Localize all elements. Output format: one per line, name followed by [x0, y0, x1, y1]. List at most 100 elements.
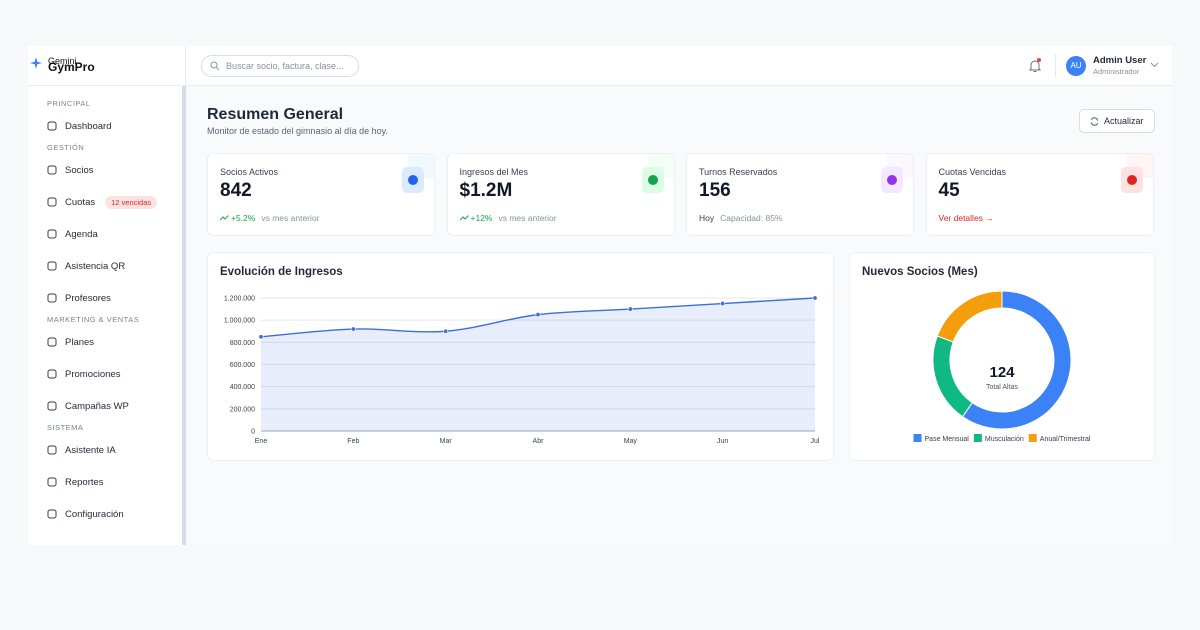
nav-icon: [47, 369, 57, 379]
nav-item[interactable]: Profesores: [47, 282, 182, 314]
kpi-card: Ingresos del Mes $1.2M +12% vs mes anterior: [446, 153, 675, 236]
icon-shape: [47, 401, 57, 411]
donut-segment: [961, 290, 1072, 430]
topbar: Gemini GymPro Buscar socio, factura, cla…: [28, 46, 1172, 86]
nav-item[interactable]: Agenda: [47, 218, 182, 250]
nav-icon: [47, 401, 57, 411]
brand[interactable]: Gemini GymPro: [28, 46, 186, 86]
icon-shape: [47, 509, 57, 519]
search-icon: [210, 61, 220, 71]
nav-icon: [47, 509, 57, 519]
point: [350, 326, 356, 332]
kpi-change: +12%: [470, 213, 493, 223]
kpi-footer: Ver detalles →: [939, 213, 994, 223]
nav-section-title: SISTEMA: [47, 423, 84, 432]
area: [261, 298, 815, 431]
kpi-label: Turnos Reservados: [699, 167, 778, 177]
y-tick-label: 600.000: [230, 362, 255, 369]
nav-item[interactable]: Promociones: [47, 358, 182, 390]
nav-item[interactable]: Cuotas 12 vencidas: [47, 186, 182, 218]
kpi-note: vs mes anterior: [261, 213, 320, 223]
kpi-icon: [402, 167, 424, 193]
members-card: Nuevos Socios (Mes) 124 Total Altas Pase M…: [849, 252, 1155, 461]
y-tick-label: 200.000: [230, 406, 255, 413]
nav-section-title: PRINCIPAL: [47, 99, 91, 108]
legend-label: Pase Mensual: [925, 436, 970, 443]
kpi-value: 156: [699, 180, 731, 201]
icon-shape: [47, 445, 57, 455]
nav-section-title: GESTIÓN: [47, 143, 85, 152]
revenue-card: Evolución de Ingresos 0 200.000 400.000 600…: [207, 252, 834, 461]
x-tick-label: Jul: [811, 438, 820, 445]
nav-icon: [47, 337, 57, 347]
nav-icon: [47, 293, 57, 303]
x-tick-label: Abr: [533, 438, 545, 445]
nav-section-title: MARKETING & VENTAS: [47, 315, 140, 324]
nav-item[interactable]: Dashboard: [47, 110, 182, 142]
kpi-link[interactable]: Ver detalles →: [938, 213, 994, 223]
kpi-label: Ingresos del Mes: [459, 167, 529, 177]
nav-label: Campañas WP: [65, 400, 129, 412]
trend-line: [459, 215, 469, 221]
nav-item[interactable]: Planes: [47, 326, 182, 358]
nav-label: Dashboard: [65, 120, 112, 132]
kpi-label: Cuotas Vencidas: [938, 167, 1007, 177]
nav-label: Reportes: [65, 476, 104, 488]
kpi-icon: [1120, 167, 1143, 193]
brand-badge: Gemini: [48, 56, 77, 66]
x-tick-label: Jun: [717, 438, 728, 445]
kpi-icon: [641, 167, 664, 193]
icon-shape: [47, 229, 57, 239]
divider: [1055, 54, 1056, 78]
page-title: Resumen General: [207, 106, 344, 123]
user-role: Administrador: [1093, 67, 1140, 76]
page-subtitle: Monitor de estado del gimnasio al día de…: [207, 126, 388, 136]
kpi-footer: +5.2% vs mes anterior: [219, 213, 320, 223]
search-input[interactable]: Buscar socio, factura, clase...: [201, 55, 359, 77]
refresh-button[interactable]: Actualizar: [1079, 109, 1155, 133]
legend: Pase Mensual Musculación Anual/Trimestral: [913, 434, 1091, 443]
legend-swatch: [913, 434, 922, 442]
x-tick-label: Ene: [255, 438, 268, 445]
kpi-value: $1.2M: [459, 180, 513, 201]
nav-icon: [47, 261, 57, 271]
kpi-note: Capacidad: 85%: [720, 213, 783, 223]
avatar[interactable]: AU: [1066, 56, 1086, 76]
y-tick-label: 1.200.000: [224, 296, 255, 303]
kpi-change: Hoy: [699, 213, 715, 223]
icon-shape: [47, 293, 57, 303]
nav-label: Promociones: [65, 368, 121, 380]
nav-label: Asistencia QR: [65, 260, 126, 272]
glyph: [647, 175, 658, 185]
glyph: [887, 175, 897, 185]
brand-name: GymPro: [48, 60, 95, 74]
point: [535, 312, 541, 318]
kpi-card: Cuotas Vencidas 45 Ver detalles →: [925, 153, 1154, 236]
glyph: [1126, 175, 1137, 185]
point: [812, 295, 818, 301]
nav-item[interactable]: Asistencia QR: [47, 250, 182, 282]
trend-icon: [219, 215, 229, 221]
nav-item[interactable]: Asistente IA: [47, 434, 182, 466]
kpi-glyph: [408, 175, 418, 185]
nav-label: Cuotas: [65, 196, 96, 208]
kpi-footer: +12% vs mes anterior: [459, 213, 557, 223]
nav-item[interactable]: Configuración: [47, 498, 182, 530]
nav-item[interactable]: Campañas WP: [47, 390, 182, 422]
icon-shape: [47, 165, 57, 175]
icon-shape: [47, 121, 57, 131]
point: [627, 306, 633, 312]
legend-swatch: [973, 434, 982, 442]
notifications[interactable]: [1028, 58, 1042, 74]
nav-item[interactable]: Reportes: [47, 466, 182, 498]
nav-icon: [47, 165, 57, 175]
y-tick-label: 0: [251, 429, 255, 436]
kpi-note: vs mes anterior: [498, 213, 557, 223]
nav-icon: [47, 229, 57, 239]
nav-item[interactable]: Socios: [47, 154, 182, 186]
user-menu[interactable]: [1150, 62, 1159, 68]
point: [443, 328, 449, 334]
y-tick-label: 800.000: [230, 340, 255, 347]
